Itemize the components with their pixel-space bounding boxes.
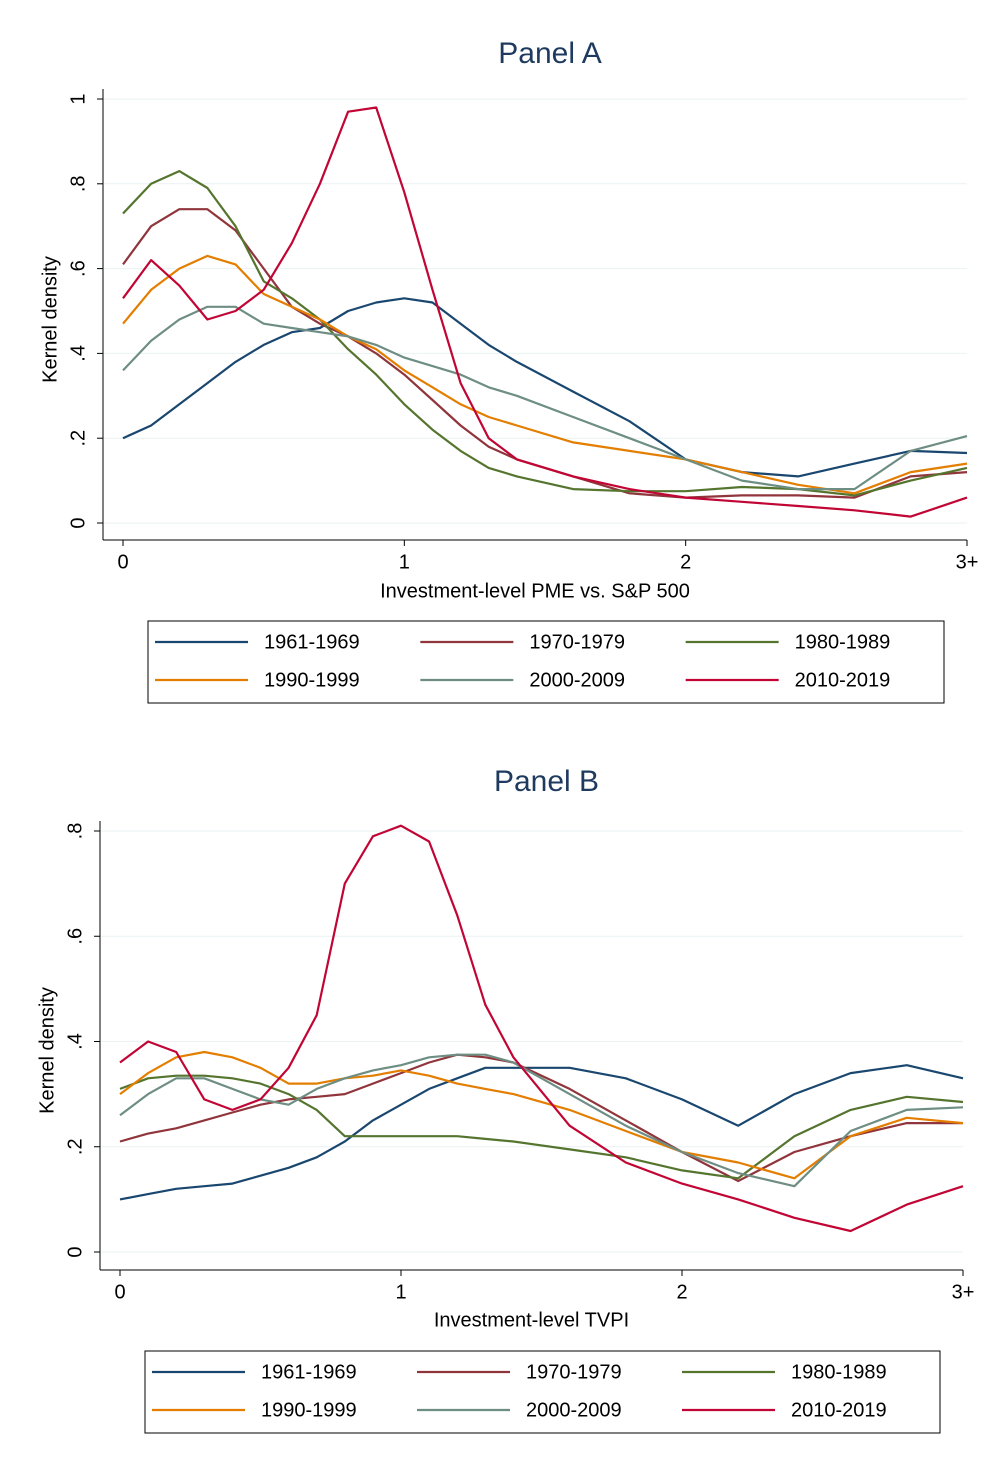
y-tick-label: .6 bbox=[64, 928, 86, 945]
y-axis-label: Kernel density bbox=[36, 987, 58, 1114]
y-axis-label: Kernel density bbox=[39, 256, 61, 383]
y-tick-label: .2 bbox=[64, 1138, 86, 1155]
x-axis-label: Investment-level PME vs. S&P 500 bbox=[380, 580, 690, 602]
y-tick-label: 1 bbox=[67, 93, 89, 104]
x-tick-label: 1 bbox=[399, 551, 410, 573]
series-line bbox=[122, 254, 968, 495]
series-line bbox=[119, 1053, 963, 1183]
series-line bbox=[122, 170, 968, 497]
legend-label: 1980-1989 bbox=[791, 1361, 887, 1383]
x-tick-label: 0 bbox=[114, 1281, 125, 1303]
series-line bbox=[122, 305, 968, 491]
chart-title: Panel A bbox=[498, 37, 601, 70]
x-tick-label: 2 bbox=[680, 551, 691, 573]
legend-box bbox=[147, 620, 945, 704]
legend-label: 1961-1969 bbox=[264, 631, 360, 653]
x-tick-label: 2 bbox=[676, 1281, 687, 1303]
legend-label: 1990-1999 bbox=[264, 669, 360, 691]
y-tick-label: .8 bbox=[67, 175, 89, 192]
y-tick-label: .8 bbox=[64, 823, 86, 840]
series-line bbox=[119, 1050, 964, 1180]
legend-label: 1980-1989 bbox=[795, 631, 891, 653]
x-tick-label: 3+ bbox=[956, 551, 979, 573]
legend-label: 1961-1969 bbox=[261, 1361, 357, 1383]
series-line bbox=[122, 208, 968, 499]
x-axis-label: Investment-level TVPI bbox=[434, 1309, 629, 1331]
series-line bbox=[122, 297, 968, 478]
legend-box bbox=[144, 1350, 941, 1434]
legend-label: 1970-1979 bbox=[526, 1361, 622, 1383]
x-tick-label: 0 bbox=[117, 551, 128, 573]
legend-label: 2010-2019 bbox=[795, 669, 891, 691]
series-line bbox=[119, 1064, 964, 1201]
x-tick-label: 3+ bbox=[952, 1281, 975, 1303]
y-tick-label: 0 bbox=[67, 517, 89, 528]
legend-label: 2010-2019 bbox=[791, 1399, 887, 1421]
legend-label: 2000-2009 bbox=[526, 1399, 622, 1421]
y-tick-label: 0 bbox=[64, 1246, 86, 1257]
series-line bbox=[122, 106, 968, 518]
y-tick-label: .4 bbox=[67, 345, 89, 362]
legend-label: 1990-1999 bbox=[261, 1399, 357, 1421]
x-tick-label: 1 bbox=[395, 1281, 406, 1303]
series-line bbox=[119, 1053, 964, 1188]
legend-label: 2000-2009 bbox=[529, 669, 625, 691]
legend-label: 1970-1979 bbox=[529, 631, 625, 653]
y-tick-label: .6 bbox=[67, 260, 89, 277]
chart-title: Panel B bbox=[494, 765, 599, 798]
series-line bbox=[119, 1074, 964, 1180]
y-tick-label: .4 bbox=[64, 1033, 86, 1050]
series-line bbox=[119, 824, 964, 1233]
y-tick-label: .2 bbox=[67, 430, 89, 447]
